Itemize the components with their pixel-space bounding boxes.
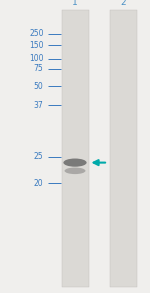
Text: 250: 250: [29, 29, 44, 38]
Ellipse shape: [64, 168, 86, 174]
Text: 20: 20: [34, 179, 43, 188]
Text: 150: 150: [29, 41, 44, 50]
Text: 75: 75: [34, 64, 44, 73]
Text: 25: 25: [34, 152, 43, 161]
Text: 100: 100: [29, 54, 44, 63]
Text: 50: 50: [34, 82, 44, 91]
Text: 37: 37: [34, 101, 44, 110]
Text: 2: 2: [120, 0, 126, 7]
Bar: [110, 10, 136, 287]
Ellipse shape: [63, 159, 87, 167]
Text: 1: 1: [72, 0, 78, 7]
Bar: [61, 10, 88, 287]
